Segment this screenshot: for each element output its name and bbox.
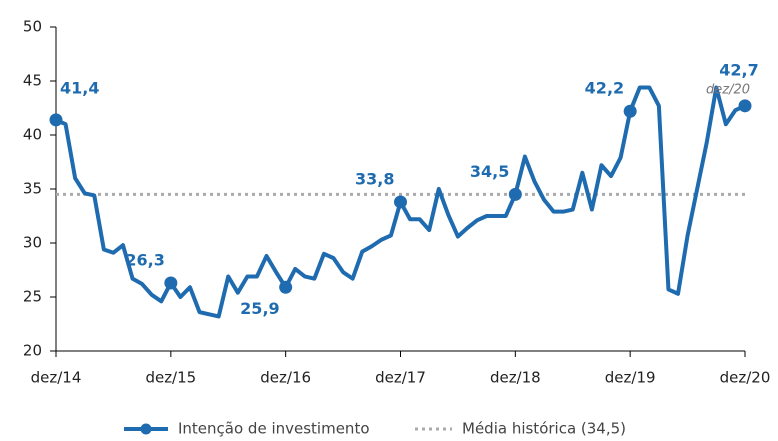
y-tick-label: 40	[23, 126, 42, 144]
y-tick-label: 35	[23, 180, 42, 198]
y-tick-label: 45	[23, 72, 42, 90]
x-tick-label: dez/16	[260, 369, 311, 387]
point	[738, 99, 752, 113]
y-tick-label: 30	[23, 234, 42, 252]
y-tick-label: 50	[23, 18, 42, 36]
x-tick-label: dez/18	[490, 369, 541, 387]
point	[394, 195, 407, 209]
x-tick-label: dez/20	[720, 369, 771, 387]
point	[49, 113, 63, 127]
x-tick-label: dez/15	[145, 369, 196, 387]
point	[164, 276, 178, 290]
value-label: 33,8	[355, 169, 394, 188]
x-tick-label: dez/14	[31, 369, 82, 387]
x-tick-label: dez/19	[605, 369, 656, 387]
value-label: 41,4	[60, 78, 99, 97]
value-label: 42,7	[719, 60, 758, 79]
value-label: 34,5	[470, 162, 509, 181]
y-tick-label: 25	[23, 288, 42, 306]
legend-label: Média histórica (34,5)	[462, 420, 626, 438]
value-label: 26,3	[125, 250, 164, 269]
legend-label: Intenção de investimento	[178, 420, 370, 438]
point	[623, 104, 637, 118]
point	[279, 280, 293, 294]
value-label: 42,2	[585, 79, 624, 98]
legend-marker	[140, 423, 152, 435]
value-label: 25,9	[240, 299, 279, 318]
y-tick-label: 20	[23, 342, 42, 360]
point	[508, 187, 522, 201]
annotation: dez/20	[706, 82, 750, 97]
x-tick-label: dez/17	[375, 369, 426, 387]
